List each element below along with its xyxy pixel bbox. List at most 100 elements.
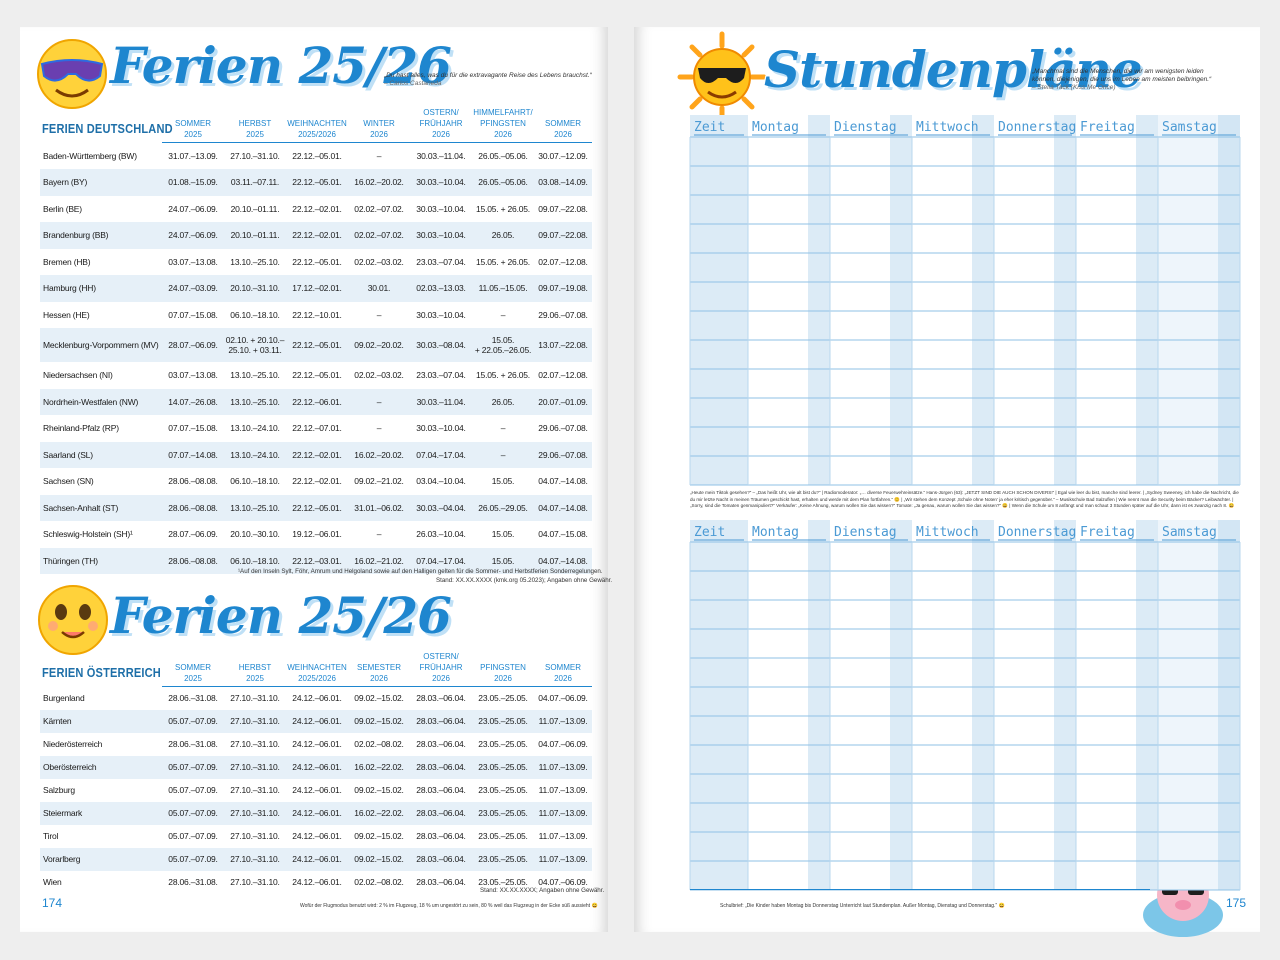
date-cell: 17.12.–02.01. [286, 275, 348, 302]
date-cell: 13.10.–25.10. [224, 494, 286, 521]
date-cell: 02.02.–07.02. [354, 203, 404, 214]
date-cell: 03.08.–14.09. [534, 169, 592, 196]
date-cell: 11.05.–15.05. [472, 275, 534, 302]
date-cell: 28.06.–31.08. [168, 739, 218, 749]
date-cell: 06.10.–18.10. [230, 476, 280, 487]
date-cell: 02.10. + 20.10.– 25.10. + 03.11. [224, 328, 286, 362]
date-cell: 28.03.–06.04. [410, 709, 472, 733]
date-cell: 30.03.–11.04. [410, 388, 472, 415]
header-row: SOMMER 2025 HERBST 2025 WEIHNACHTEN 2025/2… [40, 107, 592, 143]
date-cell: 09.02.–15.02. [348, 709, 410, 733]
column-shade [1136, 115, 1158, 485]
date-cell: 30.03.–11.04. [416, 151, 466, 161]
date-cell: 20.10.–01.11. [230, 203, 280, 214]
date-cell: 23.05.–25.05. [478, 693, 528, 704]
table-label: FERIEN DEUTSCHLAND [42, 121, 173, 136]
footer-text: Schulbrief: „Die Kinder haben Montag bis… [720, 903, 1005, 909]
date-cell: 26.05.–05.06. [478, 151, 528, 161]
date-cell: 24.12.–06.01. [292, 785, 342, 795]
date-cell: 05.07.–07.09. [162, 801, 224, 825]
day-header: Dienstag [834, 525, 897, 540]
date-cell: 15.05. + 26.05. [476, 256, 530, 267]
date-cell: 07.04.–17.04. [410, 441, 472, 468]
date-cell: 28.03.–06.04. [416, 739, 466, 749]
date-cell: 04.07.–14.08. [534, 547, 592, 574]
column-shade [890, 520, 912, 890]
time-column-shade [690, 115, 748, 485]
date-cell: 26.03.–10.04. [416, 529, 466, 540]
table-row: Hessen (HE) 07.07.–15.08. 06.10.–18.10. 22.… [40, 302, 592, 329]
date-cell: 02.07.–12.08. [538, 256, 588, 267]
title: Ferien 25/26 [110, 586, 452, 645]
day-header: Samstag [1162, 120, 1217, 135]
date-cell: – [500, 423, 506, 434]
date-cell: 02.02.–08.02. [354, 739, 404, 749]
region-name: Schleswig-Holstein (SH)¹ [43, 529, 133, 540]
date-cell: 22.12.–05.01. [292, 256, 342, 267]
date-cell: 27.10.–31.10. [224, 801, 286, 825]
date-cell: 22.12.–02.01. [292, 476, 342, 487]
region-name: Nordrhein-Westfalen (NW) [40, 388, 162, 415]
date-cell: 16.02.–22.02. [348, 801, 410, 825]
date-cell: 28.06.–08.08. [162, 547, 224, 574]
date-cell: 23.05.–25.05. [478, 831, 528, 841]
page-number: 175 [1226, 896, 1247, 910]
column-header: WEIHNACHTEN 2025/2026 [286, 651, 348, 687]
table-row: Vorarlberg 05.07.–07.09. 27.10.–31.10. 24.1… [40, 847, 592, 871]
date-cell: 03.11.–07.11. [224, 169, 286, 196]
column-header: WINTER 2026 [348, 107, 410, 143]
date-cell: – [376, 529, 382, 540]
region-name: Rheinland-Pfalz (RP) [43, 423, 119, 434]
date-cell: 15.05. [472, 547, 534, 574]
column-header: OSTERN/ FRÜHJAHR 2026 [410, 107, 472, 143]
date-cell: 11.07.–13.09. [534, 801, 592, 825]
date-cell: 23.05.–25.05. [472, 755, 534, 779]
column-header: HERBST 2025 [224, 651, 286, 687]
table-row: Schleswig-Holstein (SH)¹ 28.07.–06.09. 20.… [40, 521, 592, 548]
table-row: Salzburg 05.07.–07.09. 27.10.–31.10. 24.12.… [40, 779, 592, 802]
table-row: Bayern (BY) 01.08.–15.09. 03.11.–07.11. 22.… [40, 169, 592, 196]
date-cell: 16.02.–20.02. [348, 169, 410, 196]
date-cell: 20.10.–01.11. [224, 222, 286, 249]
date-cell: 24.12.–06.01. [292, 877, 342, 887]
date-cell: 02.03.–13.03. [410, 275, 472, 302]
date-cell: 22.12.–10.01. [292, 309, 342, 320]
date-cell: 23.05.–25.05. [478, 877, 528, 887]
date-cell: 09.07.–19.08. [534, 275, 592, 302]
region-name: Sachsen (SN) [43, 476, 94, 487]
day-header: Montag [752, 525, 799, 540]
region-name: Oberösterreich [40, 755, 162, 779]
column-shade [1054, 520, 1076, 890]
date-cell: 23.05.–25.05. [478, 785, 528, 795]
column-header: PFINGSTEN 2026 [472, 651, 534, 687]
date-cell: 11.07.–13.09. [538, 785, 588, 795]
footer-line [690, 889, 1150, 890]
day-header: Zeit [694, 120, 725, 135]
date-cell: 24.12.–06.01. [292, 831, 342, 841]
date-cell: 22.12.–05.01. [286, 494, 348, 521]
date-cell: – [348, 388, 410, 415]
date-cell: 27.10.–31.10. [224, 847, 286, 871]
date-cell: 13.10.–25.10. [224, 388, 286, 415]
date-cell: 04.07.–06.09. [538, 739, 588, 749]
day-header: Donnerstag [998, 120, 1076, 135]
day-header: Montag [752, 120, 799, 135]
table-row: Steiermark 05.07.–07.09. 27.10.–31.10. 24.1… [40, 801, 592, 825]
date-cell: 11.07.–13.09. [534, 755, 592, 779]
date-cell: 05.07.–07.09. [162, 709, 224, 733]
date-cell: 09.02.–15.02. [348, 847, 410, 871]
column-shade [808, 115, 830, 485]
date-cell: 02.02.–07.02. [348, 222, 410, 249]
date-cell: 16.02.–22.02. [348, 755, 410, 779]
table-row: Wien 28.06.–31.08. 27.10.–31.10. 24.12.–06.… [40, 871, 592, 894]
date-cell: 28.03.–06.04. [410, 847, 472, 871]
date-cell: 03.04.–10.04. [416, 476, 466, 487]
region-name: Wien [43, 877, 62, 887]
date-cell: 20.10.–31.10. [224, 275, 286, 302]
date-cell: 23.03.–07.04. [416, 370, 466, 381]
date-cell: 05.07.–07.09. [168, 785, 218, 795]
table-row: Mecklenburg-Vorpommern (MV) 28.07.–06.09.… [40, 328, 592, 362]
column-header: OSTERN/ FRÜHJAHR 2026 [410, 651, 472, 687]
